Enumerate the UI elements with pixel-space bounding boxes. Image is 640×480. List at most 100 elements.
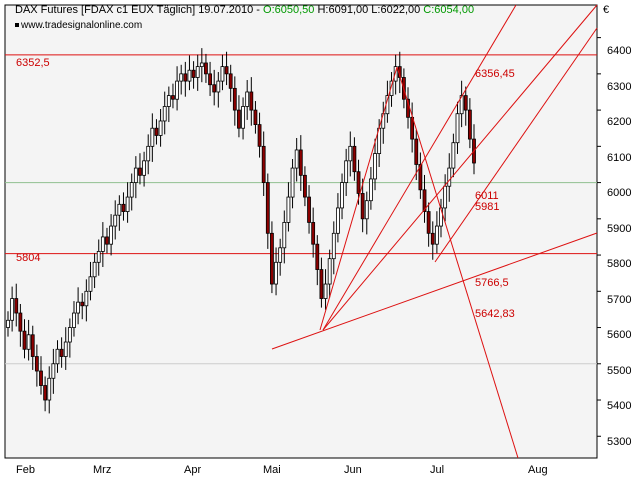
- y-tick: 5800: [607, 258, 632, 270]
- bear-candle: [467, 109, 472, 140]
- bear-candle: [183, 73, 188, 82]
- trend-line: [396, 66, 519, 459]
- bull-candle: [96, 251, 101, 263]
- bull-candle: [117, 203, 122, 216]
- bear-candle: [224, 66, 229, 75]
- bull-candle: [51, 363, 56, 379]
- bull-candle: [340, 182, 344, 209]
- bear-candle: [30, 334, 35, 357]
- y-axis-ticks: [597, 37, 601, 437]
- bear-candle: [356, 171, 361, 194]
- symbol-title: DAX Futures [FDAX c1 EUX Täglich] 19.07.…: [15, 4, 254, 16]
- bull-candle: [113, 214, 118, 227]
- bear-candle: [212, 84, 217, 93]
- bull-candle: [323, 283, 328, 299]
- bull-candle: [125, 196, 130, 212]
- bear-candle: [307, 196, 311, 223]
- bull-candle: [389, 80, 394, 96]
- bull-candle: [162, 106, 167, 122]
- bull-candle: [241, 106, 245, 129]
- bull-candle: [443, 185, 448, 209]
- trend-line: [322, 4, 517, 331]
- bull-candle: [199, 62, 204, 68]
- bull-candle: [282, 222, 287, 249]
- trend-line: [319, 66, 398, 331]
- bull-candle: [63, 341, 68, 357]
- bull-candle: [216, 80, 221, 93]
- bear-candle: [208, 73, 212, 86]
- bear-candle: [154, 127, 159, 136]
- bear-candle: [360, 193, 365, 220]
- level-label: 6356,45: [475, 68, 515, 80]
- bull-candle: [447, 167, 452, 187]
- bull-candle: [344, 160, 349, 183]
- bull-candle: [72, 312, 76, 328]
- low-value: L:6022,00: [371, 4, 421, 16]
- bear-candle: [232, 87, 237, 111]
- bull-candle: [278, 247, 283, 263]
- y-tick: 6100: [607, 152, 632, 164]
- level-label: 5981: [475, 201, 500, 213]
- bull-candle: [451, 142, 456, 169]
- bear-candle: [39, 370, 43, 386]
- bull-candle: [336, 207, 340, 234]
- watermark: www.tradesignalonline.com: [15, 20, 142, 31]
- bull-candle: [373, 153, 377, 180]
- bull-candle: [67, 327, 72, 343]
- bear-candle: [463, 95, 468, 111]
- open-value: O:6050,50: [263, 4, 315, 16]
- bull-candle: [146, 145, 151, 162]
- x-tick: Jul: [430, 464, 445, 476]
- bear-candle: [430, 232, 435, 245]
- bear-candle: [14, 298, 19, 314]
- bear-candle: [265, 182, 270, 234]
- bear-candle: [18, 312, 23, 332]
- bull-candle: [150, 127, 155, 147]
- bull-candle: [187, 69, 192, 82]
- bull-candle: [290, 167, 295, 198]
- bear-candle: [311, 222, 316, 245]
- level-label: 5642,83: [475, 308, 515, 320]
- y-tick: 5400: [607, 400, 632, 412]
- bull-candle: [133, 167, 138, 183]
- bull-candle: [88, 276, 93, 292]
- bear-candle: [171, 95, 175, 100]
- bull-candle: [26, 334, 31, 350]
- bull-candle: [55, 348, 60, 365]
- bullet-icon: [15, 23, 19, 28]
- x-tick: Mrz: [93, 464, 112, 476]
- bear-candle: [121, 203, 126, 212]
- bear-candle: [228, 73, 233, 89]
- bull-candle: [100, 236, 105, 252]
- close-value: C:6054,00: [423, 4, 475, 16]
- bear-candle: [418, 164, 423, 191]
- bull-candle: [92, 261, 97, 278]
- bull-candle: [245, 91, 250, 107]
- bear-candle: [138, 167, 142, 176]
- plot-area: [4, 4, 598, 459]
- y-tick: 6300: [607, 81, 632, 93]
- level-label: 6011: [475, 190, 499, 202]
- currency-symbol: €: [603, 4, 610, 16]
- bear-candle: [315, 243, 320, 270]
- bull-candle: [364, 200, 369, 220]
- bear-candle: [298, 149, 303, 176]
- high-value: H:6091,00: [317, 4, 369, 16]
- level-label: 5804: [16, 252, 41, 264]
- level-label: 6352,5: [16, 57, 50, 69]
- bear-candle: [352, 145, 357, 173]
- bull-candle: [129, 182, 134, 198]
- bear-candle: [422, 189, 427, 212]
- bear-candle: [34, 356, 39, 372]
- bull-candle: [434, 225, 439, 245]
- bear-candle: [426, 211, 431, 234]
- trendlines: [271, 4, 598, 459]
- y-tick: 5300: [607, 436, 632, 448]
- x-tick: Jun: [344, 464, 362, 476]
- bull-candle: [286, 196, 291, 223]
- bear-candle: [80, 301, 85, 307]
- bull-candle: [195, 66, 200, 78]
- y-tick: 6200: [607, 116, 632, 128]
- bull-candle: [109, 225, 113, 245]
- y-tick: 6000: [607, 187, 632, 199]
